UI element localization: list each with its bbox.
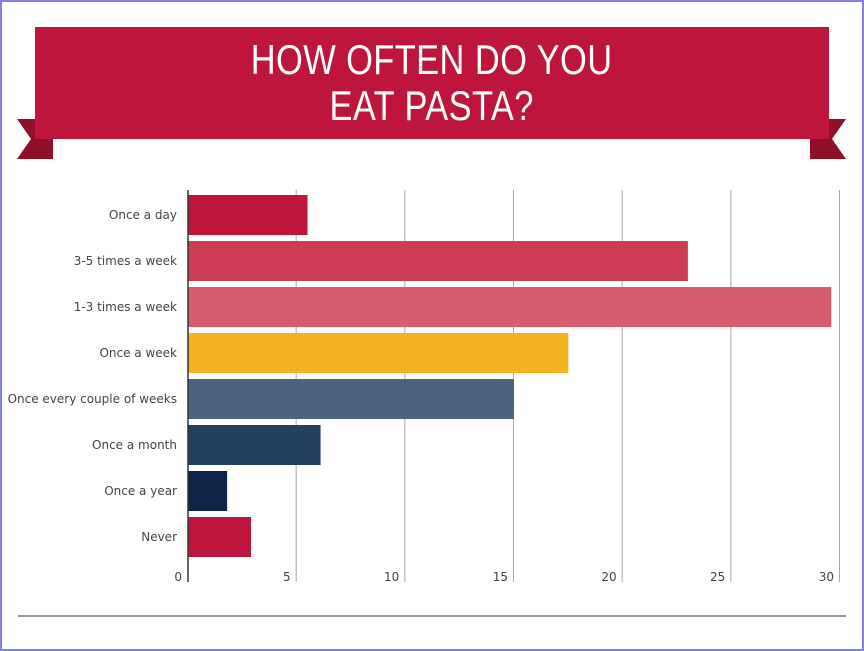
bar bbox=[188, 379, 514, 419]
bar bbox=[188, 425, 321, 465]
x-tick-label: 20 bbox=[601, 570, 616, 584]
x-tick-label: 5 bbox=[283, 570, 291, 584]
bar bbox=[188, 333, 569, 373]
category-label: 3-5 times a week bbox=[74, 254, 177, 268]
bar bbox=[188, 517, 252, 557]
x-tick-label: 0 bbox=[174, 570, 182, 584]
bar bbox=[188, 287, 832, 327]
category-label: Once a day bbox=[109, 208, 177, 222]
title-banner: HOW OFTEN DO YOU EAT PASTA? bbox=[35, 27, 829, 139]
title-line-1: HOW OFTEN DO YOU bbox=[251, 36, 613, 83]
category-label: Once every couple of weeks bbox=[8, 392, 177, 406]
bar bbox=[188, 471, 228, 511]
category-label: Never bbox=[141, 530, 177, 544]
x-tick-label: 25 bbox=[710, 570, 725, 584]
category-label: 1-3 times a week bbox=[74, 300, 177, 314]
x-tick-label: 15 bbox=[493, 570, 508, 584]
category-label: Once a week bbox=[99, 346, 177, 360]
x-tick-label: 10 bbox=[384, 570, 399, 584]
bar bbox=[188, 241, 688, 281]
x-tick-label: 30 bbox=[819, 570, 834, 584]
bar bbox=[188, 195, 308, 235]
footer-divider bbox=[18, 615, 846, 617]
category-label: Once a year bbox=[104, 484, 177, 498]
title-line-2: EAT PASTA? bbox=[329, 82, 535, 129]
category-label: Once a month bbox=[92, 438, 177, 452]
